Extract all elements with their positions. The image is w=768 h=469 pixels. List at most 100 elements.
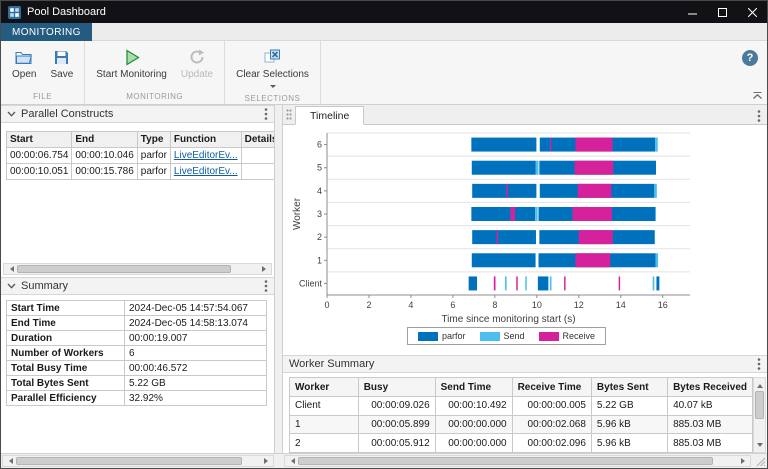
scroll-right-icon[interactable] (259, 264, 271, 274)
constructs-header-row: Start End Type Function Details (5, 131, 274, 148)
right-hscrollbar[interactable] (284, 455, 751, 467)
ribbon-group-file: Open Save FILE (1, 41, 86, 104)
scroll-left-icon[interactable] (4, 264, 16, 274)
worker-receive-time: 00:00:00.005 (511, 396, 592, 416)
constructs-hscrollbar[interactable] (3, 263, 272, 275)
scroll-right-icon[interactable] (738, 456, 750, 466)
worker-name: 1 (289, 414, 359, 435)
minimize-button[interactable] (677, 1, 707, 23)
svg-text:2: 2 (317, 232, 322, 242)
worker-name: Client (289, 396, 359, 416)
col-start[interactable]: Start (5, 131, 73, 148)
summary-label: End Time (6, 315, 125, 331)
update-button[interactable]: Update (175, 46, 219, 80)
summary-value: 32.92% (124, 390, 267, 406)
legend-swatch-receive (538, 331, 559, 341)
parallel-constructs-table: Start End Type Function Details 00:00:06… (5, 131, 274, 180)
app-icon (8, 5, 21, 19)
col-end[interactable]: End (71, 131, 138, 148)
construct-function-link[interactable]: LiveEditorEv... (169, 163, 242, 180)
clear-selections-button[interactable]: Clear Selections (230, 46, 315, 91)
legend-item-parfor: parfor (418, 331, 466, 341)
construct-function-link[interactable]: LiveEditorEv... (169, 147, 242, 164)
maximize-button[interactable] (707, 1, 737, 23)
svg-text:Client: Client (299, 278, 323, 288)
parallel-constructs-menu-icon[interactable] (264, 107, 268, 121)
legend-swatch-parfor (418, 331, 438, 341)
timeline-chart[interactable]: 0 2 4 6 8 10 12 14 16 Client 1 2 3 4 5 6 Time since moni… (283, 125, 767, 355)
summary-label: Start Time (6, 300, 125, 316)
scroll-left-icon[interactable] (3, 456, 15, 466)
legend-label: Receive (562, 331, 596, 341)
worker-row[interactable]: 1 00:00:05.899 00:00:00.000 00:00:02.068… (289, 414, 753, 435)
col-bytes-sent[interactable]: Bytes Sent (590, 377, 669, 397)
collapse-chevron-icon[interactable] (7, 111, 16, 117)
worker-bytes-sent: 5.22 GB (590, 396, 669, 416)
construct-details (240, 147, 274, 164)
construct-end: 00:00:15.786 (71, 163, 138, 180)
construct-row[interactable]: 00:00:06.754 00:00:10.046 parfor LiveEdi… (5, 147, 274, 164)
open-folder-icon (15, 48, 33, 66)
timeline-menu-icon[interactable] (757, 109, 761, 123)
worker-row[interactable]: 2 00:00:05.912 00:00:00.000 00:00:02.096… (289, 433, 753, 453)
summary-row: End Time 2024-Dec-05 14:58:13.074 (6, 315, 267, 331)
ribbon-group-monitoring: Start Monitoring Update MONITORING (85, 41, 226, 104)
col-function[interactable]: Function (169, 131, 242, 148)
summary-row: Total Busy Time 00:00:46.572 (6, 360, 267, 376)
worker-summary-menu-icon[interactable] (757, 357, 761, 371)
svg-text:2: 2 (366, 300, 371, 310)
panel-splitter[interactable] (275, 105, 283, 453)
toolstrip-tabs: MONITORING (1, 23, 767, 41)
resize-grip-icon[interactable] (751, 454, 767, 468)
clear-selections-dropdown-icon[interactable] (269, 85, 276, 91)
summary-row: Duration 00:00:19.007 (6, 330, 267, 346)
scroll-up-icon[interactable] (754, 378, 765, 390)
left-panel-column: Parallel Constructs Start End Type Funct… (1, 105, 275, 453)
scroll-left-icon[interactable] (285, 456, 297, 466)
panel-drag-handle-icon[interactable] (283, 105, 295, 124)
summary-panel: Summary Start Time 2024-Dec-05 14:57:54.0… (1, 277, 274, 453)
col-send-time[interactable]: Send Time (434, 377, 513, 397)
scroll-right-icon[interactable] (261, 456, 273, 466)
worker-header-row: Worker Busy Send Time Receive Time Bytes… (289, 377, 753, 397)
col-busy[interactable]: Busy (357, 377, 436, 397)
collapse-toolstrip-icon[interactable] (752, 91, 763, 103)
summary-value: 6 (124, 345, 267, 361)
svg-text:6: 6 (450, 300, 455, 310)
help-button[interactable]: ? (742, 50, 758, 66)
col-receive-time[interactable]: Receive Time (511, 377, 592, 397)
ribbon-group-selections: Clear Selections SELECTIONS (225, 41, 321, 104)
worker-busy: 00:00:09.026 (357, 396, 436, 416)
worker-busy: 00:00:05.912 (357, 433, 436, 453)
left-hscrollbar[interactable] (2, 455, 274, 467)
col-details[interactable]: Details (240, 131, 274, 148)
save-disk-icon (54, 48, 69, 66)
svg-text:14: 14 (616, 300, 626, 310)
worker-row[interactable]: Client 00:00:09.026 00:00:10.492 00:00:0… (289, 396, 753, 416)
start-monitoring-button[interactable]: Start Monitoring (90, 46, 173, 80)
worker-send-time: 00:00:00.000 (434, 433, 513, 453)
tab-monitoring[interactable]: MONITORING (1, 23, 92, 41)
tab-timeline[interactable]: Timeline (295, 106, 365, 125)
titlebar: Pool Dashboard (1, 1, 767, 23)
worker-send-time: 00:00:10.492 (434, 396, 513, 416)
collapse-chevron-icon[interactable] (7, 283, 16, 289)
construct-row[interactable]: 00:00:10.051 00:00:15.786 parfor LiveEdi… (5, 163, 274, 180)
svg-text:5: 5 (317, 163, 322, 173)
worker-summary-vscrollbar[interactable] (753, 377, 766, 453)
summary-label: Total Bytes Sent (6, 375, 125, 391)
col-worker[interactable]: Worker (289, 377, 359, 397)
col-bytes-received[interactable]: Bytes Received (667, 377, 753, 397)
construct-end: 00:00:10.046 (71, 147, 138, 164)
open-button[interactable]: Open (6, 46, 42, 80)
svg-text:8: 8 (492, 300, 497, 310)
close-button[interactable] (737, 1, 767, 23)
scroll-down-icon[interactable] (754, 440, 765, 452)
svg-text:16: 16 (658, 300, 668, 310)
save-button[interactable]: Save (44, 46, 79, 80)
worker-summary-table: Worker Busy Send Time Receive Time Bytes… (289, 377, 753, 453)
col-type[interactable]: Type (136, 131, 171, 148)
summary-menu-icon[interactable] (264, 279, 268, 293)
